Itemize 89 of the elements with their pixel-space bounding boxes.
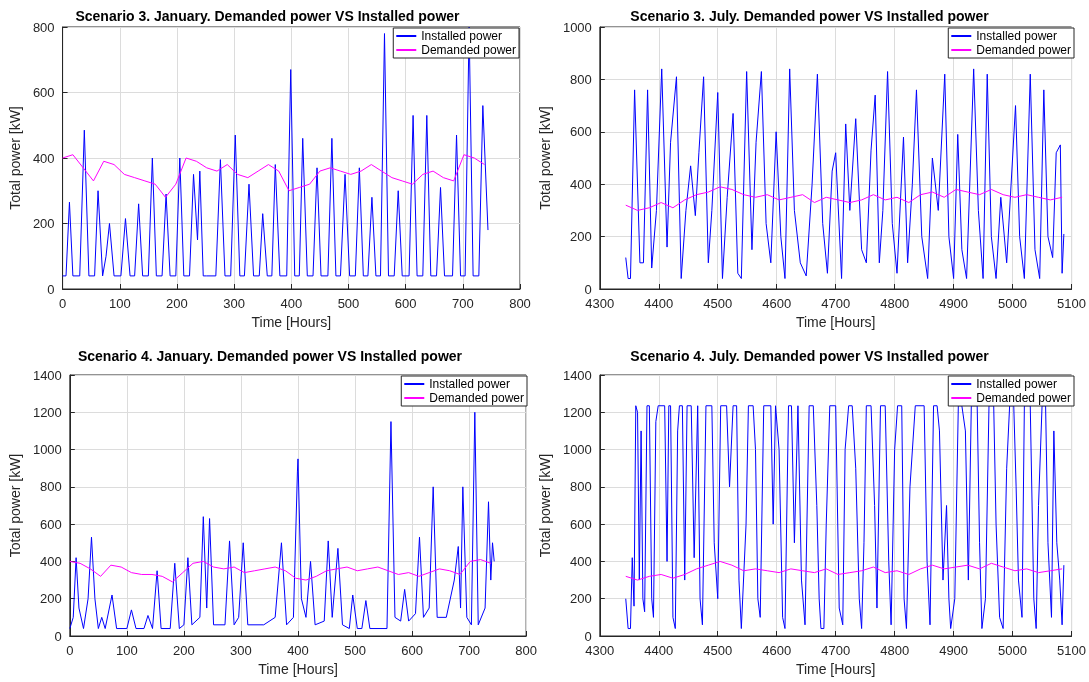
y-tick-label: 1400 [32, 367, 62, 383]
x-tick-label: 600 [394, 296, 417, 311]
x-tick-label: 4400 [644, 643, 674, 658]
x-tick-label: 300 [230, 643, 252, 658]
x-tick-label: 5100 [1057, 296, 1086, 311]
y-tick-label: 800 [32, 19, 55, 35]
x-tick-label: 4900 [939, 643, 969, 658]
y-tick-label: 1000 [32, 442, 62, 458]
y-tick-label: 600 [570, 124, 592, 140]
chart-title: Scenario 3. July. Demanded power VS Installed power [630, 8, 990, 24]
y-tick-label: 600 [570, 516, 592, 532]
y-tick-label: 1200 [562, 404, 592, 420]
x-tick-label: 200 [173, 643, 195, 658]
y-axis-title: Total power [kW] [7, 453, 23, 558]
x-tick-label: 4400 [644, 296, 674, 311]
x-tick-label: 800 [509, 296, 531, 311]
y-tick-label: 800 [40, 479, 62, 495]
chart-title: Scenario 4. July. Demanded power VS Installed power [630, 348, 990, 364]
y-axis-title: Total power [kW] [537, 106, 553, 210]
x-axis-title: Time [Hours] [258, 660, 338, 677]
legend-label: Demanded power [429, 391, 525, 405]
line-series [69, 559, 492, 583]
y-tick-label: 200 [40, 591, 62, 607]
y-tick-label: 1000 [562, 442, 592, 458]
x-axis-title: Time [Hours] [795, 313, 876, 330]
y-tick-label: 0 [584, 628, 592, 644]
x-tick-label: 800 [515, 643, 538, 658]
y-tick-label: 400 [40, 553, 62, 569]
y-axis-title: Total power [kW] [537, 453, 553, 558]
y-tick-label: 600 [40, 516, 62, 532]
y-tick-label: 1200 [32, 404, 62, 420]
x-tick-label: 5100 [1057, 643, 1086, 658]
y-tick-label: 800 [570, 71, 592, 87]
line-series [625, 405, 1065, 630]
x-tick-label: 700 [451, 296, 474, 311]
x-tick-label: 200 [166, 296, 188, 311]
legend-label: Installed power [976, 377, 1057, 391]
y-tick-label: 200 [570, 229, 592, 245]
x-tick-label: 500 [337, 296, 360, 311]
x-tick-label: 700 [458, 643, 480, 658]
y-tick-label: 1000 [562, 19, 592, 35]
line-series [625, 68, 1065, 280]
x-tick-label: 4800 [880, 643, 910, 658]
x-tick-label: 500 [344, 643, 366, 658]
x-tick-label: 400 [280, 296, 303, 311]
y-tick-label: 0 [584, 281, 592, 297]
legend-label: Demanded power [421, 43, 517, 57]
y-tick-label: 200 [570, 591, 592, 607]
legend-label: Demanded power [976, 43, 1072, 57]
line-series [62, 154, 486, 198]
chart-title: Scenario 4. January. Demanded power VS Installed power [77, 348, 463, 364]
y-tick-label: 800 [570, 479, 592, 495]
x-tick-label: 4900 [939, 296, 969, 311]
x-tick-label: 4700 [821, 643, 851, 658]
x-axis-title: Time [Hours] [251, 313, 332, 330]
x-tick-label: 5000 [998, 643, 1028, 658]
x-tick-label: 4600 [762, 643, 792, 658]
x-tick-label: 100 [108, 296, 131, 311]
legend-label: Installed power [976, 29, 1057, 43]
x-tick-label: 600 [401, 643, 423, 658]
x-tick-label: 300 [223, 296, 245, 311]
y-tick-label: 0 [47, 281, 55, 297]
legend-label: Installed power [421, 29, 502, 43]
x-tick-label: 100 [116, 643, 138, 658]
legend-label: Demanded power [976, 391, 1072, 405]
x-axis-title: Time [Hours] [795, 660, 876, 677]
y-tick-label: 400 [570, 553, 592, 569]
x-tick-label: 4500 [703, 296, 733, 311]
y-tick-label: 400 [32, 150, 55, 166]
y-tick-label: 600 [32, 85, 55, 100]
y-tick-label: 200 [32, 216, 55, 231]
x-tick-label: 4300 [585, 296, 615, 311]
line-series [69, 411, 495, 630]
x-tick-label: 400 [287, 643, 309, 658]
y-tick-label: 0 [54, 628, 62, 644]
y-tick-label: 400 [570, 176, 592, 192]
x-tick-label: 4800 [880, 296, 910, 311]
x-tick-label: 4600 [762, 296, 792, 311]
y-axis-title: Total power [kW] [7, 106, 23, 210]
y-tick-label: 1400 [562, 367, 592, 383]
x-tick-label: 4500 [703, 643, 733, 658]
chart-title: Scenario 3. January. Demanded power VS Installed power [75, 8, 461, 24]
x-tick-label: 4300 [585, 643, 615, 658]
x-tick-label: 4700 [821, 296, 851, 311]
x-tick-label: 0 [66, 643, 74, 658]
legend-label: Installed power [429, 377, 510, 391]
x-tick-label: 5000 [998, 296, 1028, 311]
line-series [625, 186, 1063, 211]
line-series [625, 560, 1063, 581]
